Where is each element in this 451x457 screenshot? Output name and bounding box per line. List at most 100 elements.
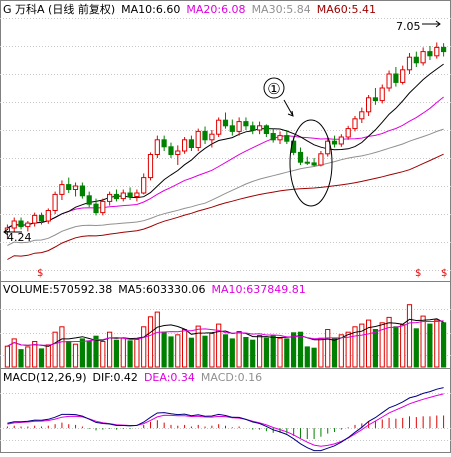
header-item: MA10:637849.81: [211, 283, 305, 296]
candle-body: [127, 192, 133, 197]
highlight-ellipse: [289, 119, 333, 207]
candle-body: [93, 203, 99, 214]
candle: [338, 134, 344, 147]
candle: [175, 145, 181, 165]
candle-body: [38, 214, 45, 222]
candle: [386, 70, 392, 92]
volume-bar: [400, 324, 406, 368]
candle: [372, 88, 378, 105]
candle: [236, 117, 242, 136]
volume-bar: [291, 332, 297, 368]
price-header: G 万科A (日线 前复权) MA10:6.60 MA20:6.08 MA30:5.8…: [3, 2, 376, 16]
volume-bar: [379, 322, 385, 368]
candle-body: [100, 200, 106, 214]
volume-bar: [202, 335, 208, 368]
volume-bar: [195, 325, 201, 368]
candle: [113, 189, 120, 202]
candle-body: [25, 222, 31, 228]
volume-bar: [154, 311, 160, 368]
volume-ma10-line: [7, 320, 444, 347]
volume-bar: [141, 326, 147, 368]
volume-bar: [32, 341, 38, 368]
candle-body: [32, 214, 38, 224]
volume-bar: [72, 343, 79, 368]
candle-body: [393, 73, 399, 83]
macd-header: MACD(12,26,9) DIF:0.42 DEA:0.34 MACD:0.16: [3, 371, 262, 384]
candle-body: [250, 125, 256, 131]
candle: [379, 84, 385, 104]
event-markers: $ $ $: [37, 268, 447, 279]
candle-body: [311, 162, 317, 166]
candle: [270, 128, 276, 143]
volume-bar: [134, 339, 140, 368]
high-arrow: [422, 20, 441, 28]
header-item: MA10:6.60: [121, 3, 180, 16]
candle: [107, 191, 113, 206]
header-item: G 万科A (日线 前复权): [3, 2, 115, 16]
candle-body: [86, 195, 92, 205]
candle-body: [120, 192, 126, 200]
candle-body: [243, 121, 249, 127]
candle: [147, 152, 154, 181]
candle-body: [195, 130, 201, 148]
candle: [100, 198, 106, 216]
ma60-line: [7, 153, 444, 260]
candle: [216, 117, 222, 137]
candle-body: [263, 125, 269, 135]
candle-body: [134, 192, 140, 197]
candle-body: [113, 193, 120, 200]
candle-body: [52, 193, 58, 211]
volume-bar: [93, 335, 99, 368]
candle-body: [345, 128, 351, 138]
volume-bar: [120, 337, 126, 368]
candle: [366, 95, 372, 116]
volume-bar: [250, 339, 256, 368]
high-annotation: 7.05: [396, 20, 441, 33]
volume-bar: [66, 341, 72, 368]
candle-body: [182, 139, 188, 152]
candle: [45, 208, 51, 224]
dea-line: [7, 393, 444, 447]
ma20-line: [7, 96, 444, 229]
header-item: VOLUME:570592.38: [3, 283, 112, 296]
dif-line: [7, 387, 444, 452]
candle: [188, 135, 195, 151]
volume-bar: [420, 315, 426, 368]
volume-bar: [277, 337, 283, 368]
volume-bar: [338, 334, 344, 368]
candle-body: [386, 73, 392, 89]
volume-bar: [406, 304, 413, 368]
candle: [120, 189, 126, 202]
header-item: MA30:5.84: [252, 3, 311, 16]
volume-bar: [229, 338, 235, 368]
candle-body: [257, 125, 263, 131]
candle-body: [297, 151, 304, 163]
candle-body: [420, 51, 426, 64]
candle-body: [413, 56, 419, 64]
header-item: MA60:5.41: [317, 3, 376, 16]
candle: [25, 221, 31, 232]
marker-one-label: ①: [267, 80, 280, 98]
volume-bar: [331, 337, 338, 368]
volume-bar: [175, 334, 181, 368]
volume-bar: [18, 349, 24, 368]
volume-bar: [79, 338, 86, 368]
volume-bar: [243, 337, 249, 368]
header-item: DIF:0.42: [93, 371, 138, 384]
candle-body: [154, 139, 160, 156]
header-item: MACD(12,26,9): [3, 371, 87, 384]
volume-ma-lines: [7, 318, 444, 347]
volume-bar: [386, 316, 392, 368]
candle-body: [372, 97, 378, 102]
volume-bar: [427, 323, 433, 368]
volume-bar: [38, 348, 45, 368]
low-arrow: [3, 228, 22, 236]
candle-body: [59, 184, 65, 195]
candle: [345, 125, 351, 140]
volume-bar: [107, 331, 113, 368]
volume-bar: [86, 340, 92, 368]
candle: [277, 131, 283, 144]
volume-header: VOLUME:570592.38 MA5:603330.06 MA10:637849…: [3, 283, 306, 296]
